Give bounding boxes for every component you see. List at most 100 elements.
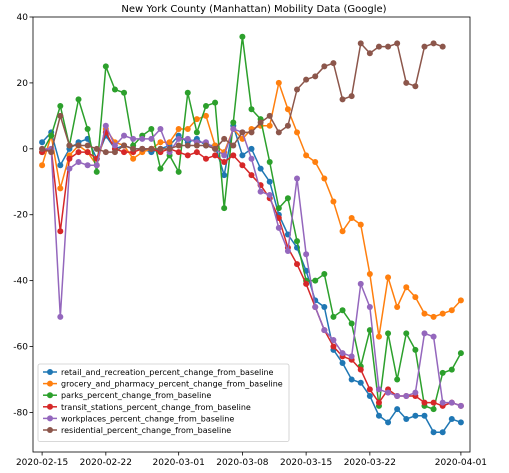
data-point xyxy=(93,145,100,152)
data-point xyxy=(294,175,301,182)
data-point xyxy=(339,350,346,357)
data-point xyxy=(102,122,109,129)
data-point xyxy=(248,106,255,113)
data-point xyxy=(193,116,200,123)
legend: retail_and_recreation_percent_change_fro… xyxy=(37,363,290,442)
data-point xyxy=(48,132,55,139)
data-point xyxy=(212,152,219,159)
data-point xyxy=(366,304,373,310)
data-point xyxy=(312,73,319,80)
data-point xyxy=(84,149,91,156)
data-point xyxy=(294,261,301,268)
data-point xyxy=(266,178,273,185)
data-point xyxy=(266,122,273,129)
data-point xyxy=(57,162,64,169)
series-layer xyxy=(39,33,464,436)
data-point xyxy=(230,142,237,149)
data-point xyxy=(75,142,82,149)
data-point xyxy=(321,175,328,182)
data-point xyxy=(193,149,200,156)
data-point xyxy=(357,366,364,373)
legend-swatch-marker xyxy=(47,403,53,410)
data-point xyxy=(375,412,382,419)
data-point xyxy=(439,43,446,50)
data-point xyxy=(403,416,410,423)
legend-item: retail_and_recreation_percent_change_fro… xyxy=(43,368,274,377)
data-point xyxy=(430,313,437,320)
y-tick-label: -20 xyxy=(13,211,28,221)
data-point xyxy=(403,284,410,291)
data-point xyxy=(448,416,455,423)
data-point xyxy=(39,145,46,152)
data-point xyxy=(57,102,64,109)
data-point xyxy=(175,135,182,142)
data-point xyxy=(303,280,310,287)
data-point xyxy=(430,399,437,406)
legend-swatch-marker xyxy=(47,369,53,375)
data-point xyxy=(385,330,392,337)
legend-item: transit_stations_percent_change_from_bas… xyxy=(43,403,251,412)
data-point xyxy=(248,155,255,162)
data-point xyxy=(439,429,446,436)
data-point xyxy=(239,162,246,169)
data-point xyxy=(275,205,282,212)
data-point xyxy=(394,392,401,399)
data-point xyxy=(57,112,64,119)
data-point xyxy=(275,79,282,86)
x-tick-label: 2020-04-01 xyxy=(435,458,487,468)
data-point xyxy=(75,159,82,165)
data-point xyxy=(102,63,109,70)
legend-label: grocery_and_pharmacy_percent_change_from… xyxy=(61,380,283,389)
data-point xyxy=(175,168,182,175)
data-point xyxy=(330,198,337,205)
data-point xyxy=(330,60,337,67)
data-point xyxy=(239,33,246,40)
series-5 xyxy=(39,40,446,156)
data-point xyxy=(248,172,255,179)
x-tick-label: 2020-03-15 xyxy=(280,458,332,468)
data-point xyxy=(175,142,182,149)
data-point xyxy=(348,376,355,383)
data-point xyxy=(111,86,118,93)
data-point xyxy=(275,224,282,231)
data-point xyxy=(348,353,355,360)
data-point xyxy=(148,145,155,152)
y-axis: 40 20 0 -20 -40 -60 -80 xyxy=(13,13,33,418)
data-point xyxy=(412,83,419,90)
data-point xyxy=(202,155,209,162)
legend-swatch-marker xyxy=(47,380,53,387)
data-point xyxy=(84,162,91,169)
data-point xyxy=(284,106,291,113)
data-point xyxy=(121,142,128,149)
data-point xyxy=(412,389,419,396)
data-point xyxy=(257,188,264,195)
legend-swatch-marker xyxy=(47,415,53,422)
legend-item: parks_percent_change_from_baseline xyxy=(43,391,211,400)
data-point xyxy=(321,304,328,310)
data-point xyxy=(303,152,310,159)
data-point xyxy=(385,419,392,426)
legend-swatch-marker xyxy=(47,392,53,399)
data-point xyxy=(212,99,219,106)
data-point xyxy=(385,389,392,396)
data-point xyxy=(348,320,355,327)
data-point xyxy=(294,86,301,93)
legend-box xyxy=(37,363,290,442)
data-point xyxy=(93,162,100,169)
chart-title: New York County (Manhattan) Mobility Dat… xyxy=(121,4,386,15)
data-point xyxy=(312,159,319,165)
data-point xyxy=(339,228,346,235)
data-point xyxy=(275,129,282,136)
data-point xyxy=(148,135,155,142)
data-point xyxy=(421,412,428,419)
x-tick-label: 2020-02-15 xyxy=(16,458,68,468)
data-point xyxy=(394,406,401,413)
data-point xyxy=(348,215,355,222)
data-point xyxy=(457,350,464,357)
data-point xyxy=(366,271,373,278)
data-point xyxy=(348,93,355,100)
data-point xyxy=(303,251,310,258)
legend-label: parks_percent_change_from_baseline xyxy=(61,391,211,400)
data-point xyxy=(321,327,328,334)
data-point xyxy=(421,310,428,317)
